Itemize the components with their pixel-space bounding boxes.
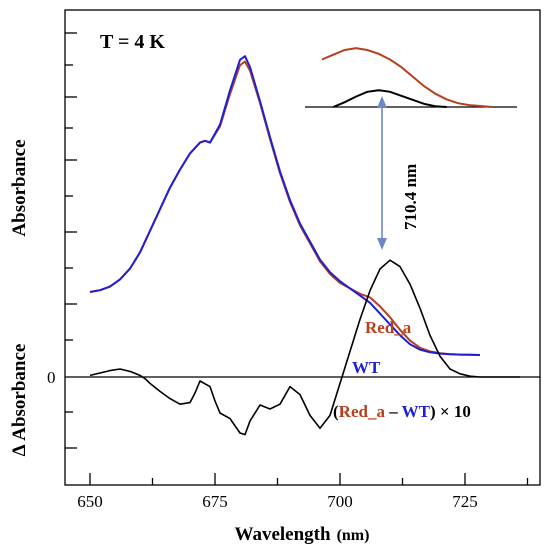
series-wt-line [89, 55, 481, 356]
difference-label-close: ) × 10 [430, 402, 471, 421]
difference-label-red-a: Red_a [339, 402, 386, 421]
difference-label: (Red_a – WT) × 10 [333, 402, 471, 421]
peak-annotation: 710.4 nm [401, 164, 420, 230]
series-difference-line [89, 259, 520, 436]
difference-label-open: ( [333, 402, 339, 421]
y-axis-title-delta-absorbance: Δ Absorbance [9, 344, 30, 457]
temperature-label: T = 4 K [100, 31, 165, 53]
x-tick-label-725: 725 [452, 492, 478, 511]
x-axis-title-unit: (nm) [337, 527, 370, 544]
x-tick-label-700: 700 [327, 492, 353, 511]
difference-label-dash: – [385, 402, 402, 421]
inset-red-a-line [321, 47, 493, 108]
x-axis-title-main: Wavelength [235, 524, 331, 545]
series-layer [89, 55, 520, 436]
inset-difference-line [332, 89, 447, 108]
plot-frame [64, 9, 541, 486]
inset [305, 47, 517, 108]
legend-wt: WT [352, 358, 381, 377]
difference-label-wt: WT [402, 402, 431, 421]
y-axis-ticks [65, 32, 77, 449]
legend-red-a: Red_a [365, 318, 412, 337]
zero-tick-label: 0 [47, 368, 56, 387]
x-tick-label-650: 650 [77, 492, 103, 511]
peak-arrow [377, 96, 387, 250]
x-axis-ticks: 650 675 700 725 [77, 473, 529, 511]
x-axis-title: Wavelength (nm) [235, 524, 370, 545]
y-axis-title-absorbance: Absorbance [9, 139, 30, 236]
x-tick-label-675: 675 [202, 492, 228, 511]
